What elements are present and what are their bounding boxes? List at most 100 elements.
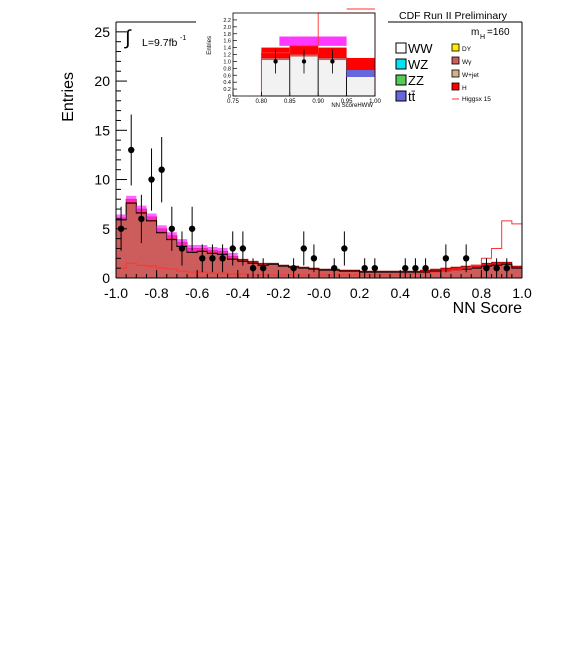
inset-data-point — [301, 59, 307, 64]
x-tick-label: -1.0 — [104, 285, 128, 301]
inset-y-tick-label: 2.0 — [223, 25, 231, 31]
data-point — [290, 264, 297, 272]
inset-y-tick-label: 1.6 — [223, 39, 231, 45]
inset-data-point — [330, 59, 335, 64]
inset-y-axis-title: Entries — [207, 36, 213, 55]
data-point — [117, 225, 125, 232]
legend-label: DY — [462, 46, 472, 53]
luminosity-label: L=9.7fb — [142, 37, 177, 49]
y-axis-title: Entries — [60, 72, 77, 122]
inset-y-tick-label: 0 — [228, 94, 231, 100]
data-point — [493, 264, 500, 272]
mass-subscript: H — [480, 34, 485, 41]
legend-swatch — [395, 42, 407, 54]
data-point — [361, 264, 368, 272]
mass-value: =160 — [487, 27, 510, 38]
data-point — [199, 255, 206, 262]
legend-swatch — [451, 82, 460, 91]
x-tick-label: 0.2 — [350, 285, 370, 301]
inset-y-tick-label: 0.2 — [223, 87, 231, 93]
inset-data-point — [273, 59, 278, 64]
inset-ttbar-bar — [346, 70, 375, 77]
x-tick-label: 1.0 — [512, 285, 532, 301]
legend-swatch — [395, 58, 407, 70]
data-point — [249, 264, 257, 272]
data-point — [331, 264, 338, 272]
inset-y-tick-label: 0.6 — [223, 73, 231, 79]
data-point — [483, 264, 490, 272]
higgs-x15-line — [115, 220, 523, 278]
x-tick-label: 0.6 — [431, 285, 451, 301]
x-tick-label: 0.4 — [390, 285, 410, 301]
data-point — [168, 225, 176, 232]
legend-label: WZ — [408, 57, 428, 72]
inset-x-tick-label: 0.85 — [284, 99, 296, 105]
x-tick-label: 0.8 — [472, 285, 492, 301]
mass-label: m — [471, 27, 479, 38]
data-point — [188, 225, 196, 232]
y-tick-label: 5 — [102, 221, 110, 237]
inset-y-tick-label: 0.8 — [223, 66, 231, 72]
data-point — [310, 255, 318, 262]
main-plot: -1.0 -0.8 -0.6 -0.4 -0.2 -0.0 0.2 0.4 0.6 0.8 1.00… — [60, 10, 532, 317]
chart-title: CDF Run II Preliminary — [399, 10, 508, 22]
legend-label: W+jet — [462, 72, 479, 79]
data-point — [138, 215, 145, 223]
inset-x-tick-label: 0.90 — [312, 99, 324, 105]
legend-swatch — [395, 90, 407, 102]
inset-x-tick-label: 0.95 — [341, 99, 353, 105]
integral-symbol: ∫ — [124, 27, 132, 49]
inset-plot: 0.75 0.80 0.85 0.90 0.95 1.00 00.20.40.60.81.0… — [205, 8, 387, 109]
inset-y-tick-label: 2.2 — [223, 18, 231, 24]
data-point — [300, 245, 307, 252]
inset-y-tick-label: 0.4 — [223, 80, 231, 86]
luminosity-superscript: -1 — [180, 35, 186, 42]
data-point — [148, 176, 155, 183]
data-point — [219, 255, 226, 262]
data-point — [229, 245, 236, 252]
legend-label: tt̄ — [408, 89, 416, 104]
x-tick-label: -0.4 — [226, 285, 250, 301]
uncertainty-band-bin — [126, 195, 137, 203]
uncertainty-band-bin — [156, 225, 167, 232]
data-point — [209, 255, 216, 262]
y-tick-label: 10 — [94, 172, 110, 188]
inset-x-tick-label: 1.00 — [369, 99, 381, 105]
x-axis-title: NN Score — [453, 300, 522, 317]
data-point — [158, 166, 165, 173]
data-point — [341, 245, 348, 252]
y-tick-label: 0 — [102, 270, 110, 286]
y-tick-label: 20 — [94, 73, 110, 89]
legend-swatch — [451, 43, 460, 52]
x-tick-label: -0.0 — [307, 285, 331, 301]
legend-label: Higgsx 15 — [462, 96, 491, 103]
legend-label: WW — [408, 41, 433, 56]
inset-y-tick-label: 1.0 — [223, 59, 231, 65]
legend-label: Wγ — [462, 59, 472, 66]
inset-x-tick-label: 0.75 — [227, 99, 239, 105]
inset-x-tick-label: 0.80 — [256, 99, 268, 105]
data-point — [503, 264, 510, 272]
data-point — [259, 264, 267, 272]
data-point — [412, 264, 419, 272]
data-point — [422, 264, 429, 272]
legend-swatch — [451, 56, 460, 65]
uncertainty-band-bin — [146, 213, 157, 220]
data-point — [462, 255, 470, 262]
data-point — [371, 264, 379, 272]
inset-x-axis-title: NN ScoreHWW — [331, 103, 373, 109]
inset-y-tick-label: 1.8 — [223, 32, 231, 38]
y-tick-label: 15 — [94, 122, 110, 138]
data-point — [128, 146, 135, 154]
legend-swatch — [451, 69, 460, 78]
legend-swatch — [395, 74, 407, 86]
data-point — [402, 264, 409, 272]
y-tick-label: 25 — [94, 24, 110, 40]
inset-uncertainty-band — [279, 36, 290, 46]
legend-label: ZZ — [408, 73, 424, 88]
inset-higgs-bar — [346, 57, 375, 71]
data-point — [178, 245, 186, 252]
legend-label: H — [462, 85, 467, 92]
inset-y-tick-label: 1.2 — [223, 53, 231, 59]
